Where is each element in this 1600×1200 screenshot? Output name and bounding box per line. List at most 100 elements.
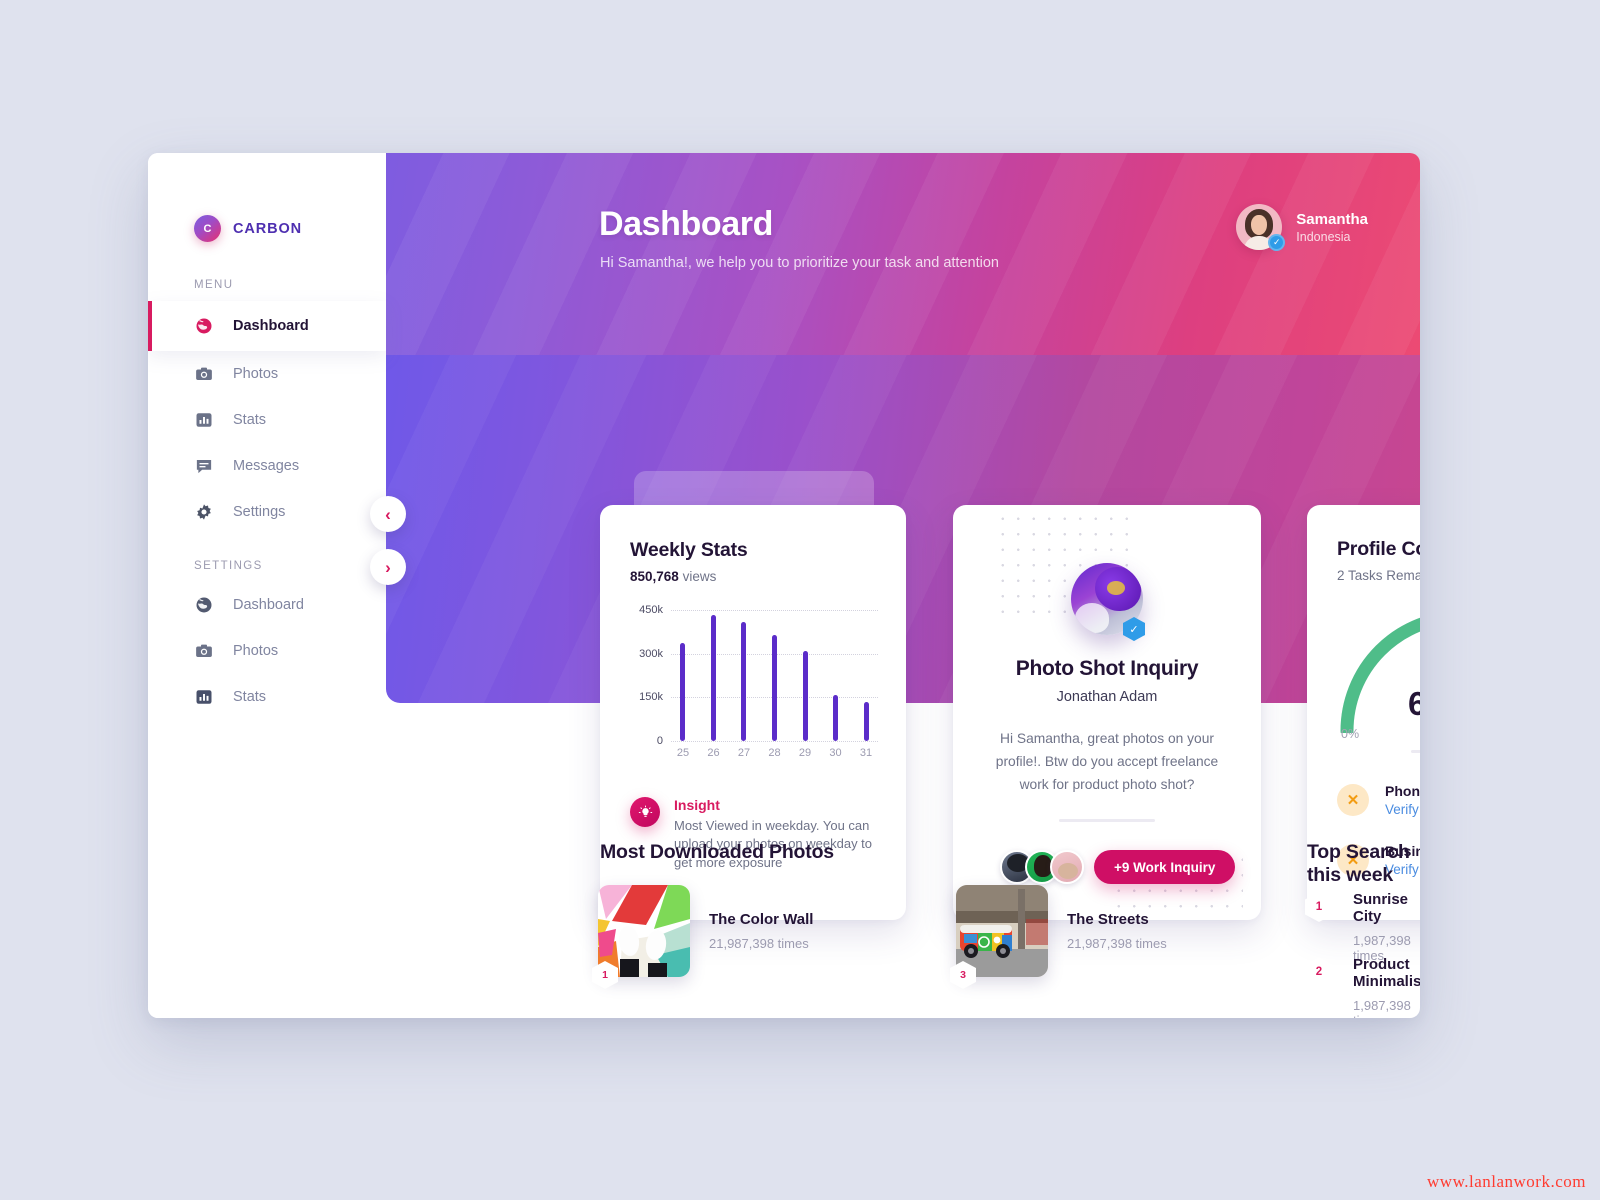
chart-plot-area [671, 610, 878, 742]
brand[interactable]: C CARBON [194, 215, 302, 242]
photo-name: The Streets [1067, 911, 1149, 928]
sidebar-item-label: Messages [233, 458, 300, 474]
app-window: Dashboard Hi Samantha!, we help you to p… [148, 153, 1420, 1018]
x-tick-label: 26 [707, 747, 720, 759]
verify-now-link[interactable]: Verify Now [1385, 802, 1420, 817]
chart-bar [771, 635, 777, 741]
sidebar-item-messages[interactable]: Messages [148, 443, 386, 489]
card-title: Profile Completion [1337, 538, 1420, 560]
weekly-stats-card: Weekly Stats 850,768 views 450k 300k 150… [600, 505, 906, 920]
watermark: www.lanlanwork.com [1427, 1172, 1586, 1191]
globe-icon [195, 596, 213, 614]
divider [1059, 819, 1155, 822]
divider [1411, 750, 1420, 753]
chart-bar [680, 643, 685, 741]
sidebar-item-label: Stats [233, 689, 267, 705]
gauge-min-label: 0% [1341, 727, 1360, 741]
completion-gauge [1340, 617, 1420, 733]
list-item[interactable]: 3 The Streets 21,987,398 times [950, 885, 1167, 989]
photo-thumbnail-wrap: 3 [950, 885, 1048, 989]
brand-logo-icon: C [194, 215, 221, 242]
task-name: Business Office Verification [1385, 843, 1420, 859]
sidebar-settings-item-stats[interactable]: Stats [148, 674, 386, 720]
list-item[interactable]: 1 The Color Wall 21,987,398 times [592, 885, 814, 989]
bar-chart-icon [195, 688, 213, 706]
inquiry-title: Photo Shot Inquiry [1015, 657, 1199, 680]
verification-task-row: ✕ Business Office Verification Verify No… [1337, 843, 1420, 877]
chevron-right-icon: › [385, 557, 391, 577]
user-profile-chip[interactable]: ✓ Samantha Indonesia [1236, 204, 1368, 251]
x-tick-label: 30 [829, 747, 842, 759]
page-header: Dashboard Hi Samantha!, we help you to p… [386, 153, 1420, 355]
gear-icon [195, 503, 213, 521]
avatar-image [1236, 204, 1283, 250]
gridline [671, 610, 878, 611]
header-stripe-overlay [386, 153, 1420, 355]
close-icon: ✕ [1337, 784, 1369, 816]
camera-icon [195, 365, 213, 383]
message-icon [195, 457, 213, 475]
chart-bar [863, 702, 869, 741]
sidebar-settings-item-dashboard[interactable]: Dashboard [148, 582, 386, 628]
page-subtitle: Hi Samantha!, we help you to prioritize … [600, 255, 999, 271]
inquiry-message: Hi Samantha, great photos on your profil… [995, 731, 1219, 793]
photo-thumbnail [598, 885, 690, 977]
rank-badge: 1 [592, 961, 618, 989]
sidebar-item-label: Dashboard [233, 318, 309, 334]
sidebar: C CARBON MENU Dashboard Photos [148, 153, 386, 1018]
insight-block: Insight Most Viewed in weekday. You can … [630, 797, 878, 872]
views-label: views [682, 569, 717, 584]
photo-download-count: 21,987,398 times [709, 936, 809, 951]
sidebar-item-label: Dashboard [233, 597, 304, 613]
search-term: Product Minimalism [1353, 956, 1420, 990]
close-icon: ✕ [1337, 844, 1369, 876]
inquiry-author: Jonathan Adam [1056, 689, 1158, 705]
tasks-remaining: 2 Tasks Remaining [1337, 568, 1420, 583]
camera-icon [195, 642, 213, 660]
top-search-title: Top Search this week [1307, 841, 1410, 886]
y-tick-label: 0 [656, 735, 663, 747]
sidebar-item-settings[interactable]: Settings [148, 489, 386, 535]
verify-now-link[interactable]: Verify Now [1385, 862, 1420, 877]
sidebar-item-photos[interactable]: Photos [148, 351, 386, 397]
chart-bars [671, 610, 878, 741]
views-value: 850,768 [630, 569, 679, 584]
weekly-stats-header: Weekly Stats 850,768 views [630, 539, 748, 584]
work-inquiry-button[interactable]: +9 Work Inquiry [1094, 850, 1236, 884]
chart-bar [833, 695, 839, 741]
page-title: Dashboard [599, 205, 773, 243]
gridline [671, 741, 878, 742]
sidebar-item-stats[interactable]: Stats [148, 397, 386, 443]
avatar[interactable]: ✓ [1236, 204, 1286, 251]
x-tick-label: 25 [676, 747, 690, 759]
sidebar-settings-list: Dashboard Photos Stats [148, 582, 386, 720]
photo-download-count: 21,987,398 times [1067, 936, 1167, 951]
photo-shot-inquiry-card: ✓ Photo Shot Inquiry Jonathan Adam Hi Sa… [953, 505, 1261, 920]
sidebar-settings-item-photos[interactable]: Photos [148, 628, 386, 674]
verified-badge-icon: ✓ [1123, 617, 1145, 641]
sidebar-menu-list: Dashboard Photos Stats [148, 301, 386, 535]
chart-x-axis: 25 26 27 28 29 30 31 [671, 747, 878, 759]
rank-badge: 3 [950, 961, 976, 989]
insight-text: Most Viewed in weekday. You can upload y… [674, 818, 873, 870]
profile-completion-header: Profile Completion 2 Tasks Remaining [1337, 538, 1420, 583]
bar-chart-icon [195, 411, 213, 429]
sidebar-collapse-button[interactable]: ‹ [370, 496, 406, 532]
chevron-left-icon: ‹ [385, 504, 391, 524]
task-name: Phone Verification [1385, 783, 1420, 799]
list-item[interactable]: 1 Sunrise City 1,987,398 times [1305, 891, 1420, 963]
user-name: Samantha [1296, 210, 1368, 228]
sidebar-item-label: Stats [233, 412, 267, 428]
x-tick-label: 27 [737, 747, 751, 759]
x-tick-label: 28 [768, 747, 781, 759]
completion-percent: 65.38% [1408, 685, 1420, 722]
y-tick-label: 300k [639, 647, 663, 660]
photo-thumbnail [956, 885, 1048, 977]
search-term: Sunrise City [1353, 891, 1409, 925]
sidebar-expand-button[interactable]: › [370, 549, 406, 585]
verification-task-row: ✕ Phone Verification Verify Now [1337, 783, 1420, 817]
photo-name: The Color Wall [709, 911, 814, 928]
inquirer-avatar[interactable] [1050, 850, 1084, 884]
sidebar-item-dashboard[interactable]: Dashboard [148, 301, 386, 351]
list-item[interactable]: 2 Product Minimalism 1,987,398 times [1305, 956, 1420, 1018]
